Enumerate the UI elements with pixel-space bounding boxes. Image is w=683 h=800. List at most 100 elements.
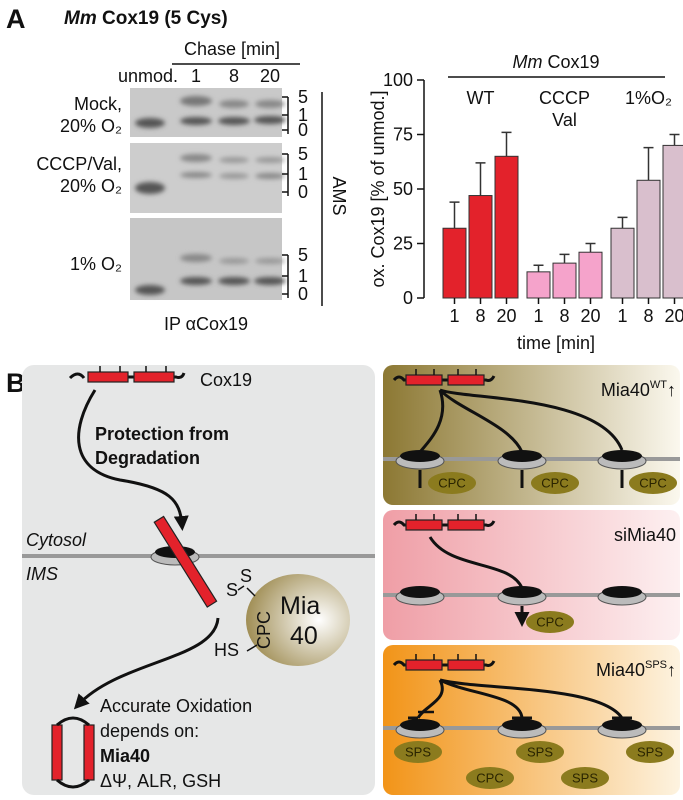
error-bar — [501, 131, 512, 157]
x-tick-label: 20 — [580, 306, 600, 326]
condition-title: Mia40SPS↑ — [596, 659, 676, 680]
y-tick-label: 50 — [393, 179, 413, 199]
shape — [83, 724, 95, 781]
shape — [218, 117, 250, 125]
shape — [218, 277, 250, 285]
protein-linker — [392, 375, 496, 382]
lane-label: 1 — [191, 66, 201, 86]
error-bar — [559, 253, 570, 264]
oxidation-text: Accurate Oxidation — [100, 696, 252, 716]
pore-top — [400, 450, 440, 462]
bar — [526, 271, 551, 299]
oxidation-text: depends on: — [100, 721, 199, 741]
shape — [255, 157, 285, 163]
y-tick-label: 100 — [383, 70, 413, 90]
enzyme-oval — [561, 767, 609, 789]
x-tick-label: 1 — [533, 306, 543, 326]
y-tick-label: 25 — [393, 234, 413, 254]
shift-label: 5 — [298, 144, 308, 164]
pore-top — [502, 586, 542, 598]
enzyme-label: SPS — [405, 744, 431, 759]
bar — [662, 144, 683, 299]
error-bar — [669, 133, 680, 146]
label: Cox19 (5 Cys) — [102, 8, 228, 29]
enzyme-oval — [394, 741, 442, 763]
enzyme-label: SPS — [572, 770, 598, 785]
shape — [237, 585, 245, 591]
folded-protein — [51, 716, 95, 789]
shift-label: 1 — [298, 164, 308, 184]
enzyme-oval — [428, 472, 476, 494]
shape — [246, 574, 350, 666]
disulfide: S — [226, 580, 238, 600]
shape — [255, 173, 285, 179]
blot-image — [130, 88, 286, 300]
shift-label: 1 — [298, 105, 308, 125]
enzyme-oval — [626, 741, 674, 763]
enzyme-label: CPC — [476, 770, 503, 785]
bar — [578, 251, 603, 299]
condition-label: 20% O₂ — [60, 176, 122, 196]
pore-top — [400, 586, 440, 598]
chase-label: Chase [min] — [184, 39, 280, 59]
shape — [180, 277, 212, 285]
error-bar — [449, 201, 460, 229]
shape — [77, 389, 189, 531]
thiol: HS — [214, 640, 239, 660]
y-tick-label: 75 — [393, 125, 413, 145]
shape — [135, 118, 165, 128]
mia-label: Mia — [280, 592, 320, 620]
shape — [130, 88, 282, 137]
cytosol-label: Cytosol — [26, 530, 87, 550]
cysteine — [415, 654, 477, 660]
enzyme-oval — [531, 472, 579, 494]
shape — [255, 100, 285, 108]
ims-label: IMS — [26, 564, 58, 584]
protection-text: Degradation — [95, 448, 200, 468]
shape — [180, 117, 212, 125]
shape — [56, 716, 90, 789]
shape — [418, 470, 624, 621]
enzyme-label: CPC — [536, 614, 563, 629]
shape — [254, 116, 286, 124]
lane-label: 8 — [229, 66, 239, 86]
shape — [68, 372, 186, 380]
shift-label: 0 — [298, 182, 308, 202]
ip-label: IP αCox19 — [164, 314, 248, 334]
shape — [180, 96, 212, 106]
helix — [447, 519, 485, 531]
shape — [180, 154, 212, 162]
error-bar — [533, 264, 544, 272]
pore-top — [502, 719, 542, 731]
chart-header: Mm Cox19 — [512, 52, 599, 72]
helix — [405, 374, 443, 386]
x-tick-label: 8 — [475, 306, 485, 326]
helix — [405, 519, 443, 531]
enzyme-oval — [516, 741, 564, 763]
condition-box — [383, 365, 680, 505]
shape — [428, 536, 524, 589]
bar — [610, 227, 635, 299]
x-tick-label: 20 — [496, 306, 516, 326]
x-tick-label: 1 — [449, 306, 459, 326]
error-bar — [475, 162, 486, 196]
cysteine — [415, 369, 477, 375]
disulfide: S — [240, 566, 252, 586]
pore-top — [400, 719, 440, 731]
condition-label: 20% O₂ — [60, 116, 122, 136]
label: ↑ — [667, 660, 676, 680]
shape — [254, 277, 286, 285]
label: ↑ — [667, 380, 676, 400]
bar — [442, 227, 467, 299]
bar — [494, 155, 519, 299]
shift-label: 1 — [298, 266, 308, 286]
ams-label: AMS — [329, 176, 349, 215]
protein-linker — [392, 660, 496, 667]
lane-label: 20 — [260, 66, 280, 86]
condition-title: Mia40WT↑ — [601, 379, 676, 400]
group-label: CCCP — [539, 88, 590, 108]
condition-label: 1% O₂ — [70, 254, 122, 274]
x-tick-label: 8 — [559, 306, 569, 326]
shape — [73, 617, 220, 710]
